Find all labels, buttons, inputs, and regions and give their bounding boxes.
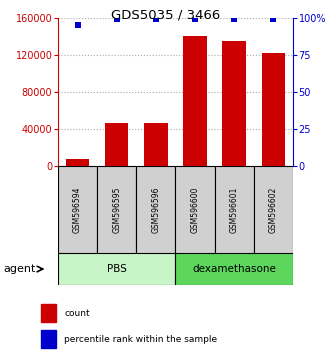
Text: GSM596601: GSM596601: [230, 187, 239, 233]
Text: GDS5035 / 3466: GDS5035 / 3466: [111, 9, 220, 22]
Text: agent: agent: [3, 264, 36, 274]
Bar: [41, 304, 57, 322]
Bar: [144, 123, 167, 166]
Text: dexamethasone: dexamethasone: [192, 264, 276, 274]
Text: GSM596594: GSM596594: [73, 187, 82, 233]
Point: [153, 16, 159, 22]
Point: [192, 16, 198, 22]
Text: count: count: [64, 309, 90, 318]
Point: [271, 16, 276, 22]
Text: GSM596596: GSM596596: [151, 187, 160, 233]
Point: [231, 16, 237, 22]
Text: GSM596600: GSM596600: [191, 187, 200, 233]
Bar: [254, 166, 293, 253]
Text: percentile rank within the sample: percentile rank within the sample: [64, 335, 217, 344]
Point: [75, 22, 80, 28]
Text: PBS: PBS: [107, 264, 127, 274]
Bar: [66, 159, 89, 166]
Point: [114, 16, 119, 22]
Bar: [105, 123, 128, 166]
Bar: [58, 253, 175, 285]
Bar: [41, 330, 57, 348]
Bar: [175, 166, 214, 253]
Bar: [136, 166, 175, 253]
Bar: [58, 166, 97, 253]
Bar: [222, 41, 246, 166]
Bar: [97, 166, 136, 253]
Text: GSM596602: GSM596602: [269, 187, 278, 233]
Bar: [175, 253, 293, 285]
Text: GSM596595: GSM596595: [112, 187, 121, 233]
Bar: [183, 36, 207, 166]
Bar: [261, 53, 285, 166]
Bar: [214, 166, 254, 253]
